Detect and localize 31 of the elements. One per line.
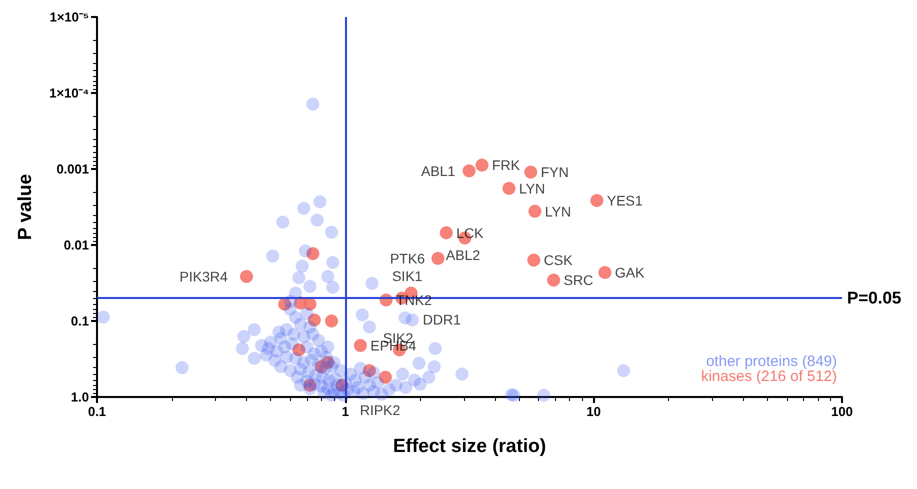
text: kinases (216 of 512) (701, 368, 837, 385)
x-tick-label: 100 (831, 404, 853, 419)
annotation: LCK (456, 224, 484, 241)
x-tick-label: 10 (586, 404, 601, 419)
annotation: ABL2 (446, 247, 480, 264)
annotation: GAK (614, 264, 646, 280)
y-tick-label: 0.1 (70, 314, 89, 328)
y-tick-label: 1.0 (70, 390, 89, 404)
annotation: DDR1 (422, 311, 462, 328)
annotation: PTK6 (390, 250, 426, 266)
y-tick-label: 0.001 (56, 162, 89, 176)
annotation: YES1 (606, 192, 643, 209)
x-axis-title: Effect size (ratio) (392, 436, 546, 457)
y-axis-title: P value (15, 174, 36, 240)
annotation: LYN (544, 203, 572, 220)
annotation: SIK1 (392, 268, 423, 284)
annotation: CSK (544, 252, 574, 268)
text: other proteins (849) (706, 353, 838, 370)
annotation: LYN (518, 180, 546, 196)
ref-line-label: P=0.05 (847, 288, 902, 308)
x-tick-label: 1 (342, 404, 349, 419)
annotation: SRC (564, 272, 594, 288)
y-tick-label: 0.01 (64, 238, 89, 252)
y-tick-label: 1×10⁻⁵ (50, 10, 89, 24)
annotation: ABL1 (421, 162, 456, 179)
x-tick-label: 0.1 (88, 404, 106, 419)
annotation: RIPK2 (360, 402, 401, 418)
annotation: FYN (540, 164, 569, 180)
y-tick-label: 1×10⁻⁴ (49, 86, 89, 100)
annotation: PIK3R4 (180, 268, 228, 285)
annotation: FRK (492, 157, 521, 174)
